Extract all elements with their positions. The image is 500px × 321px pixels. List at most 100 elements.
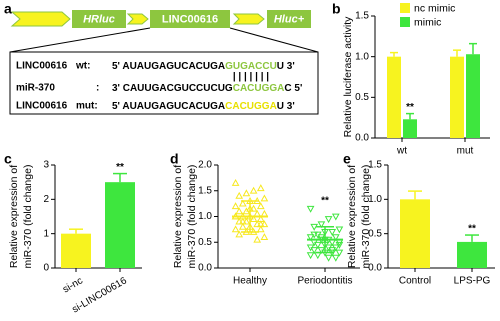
error-bar [408, 190, 422, 200]
point [231, 202, 240, 210]
point [313, 252, 322, 260]
error-bar [469, 42, 477, 55]
point [231, 178, 240, 186]
point [249, 204, 258, 212]
sequence-segment: 5' AUAUGAGUCACUGA [112, 61, 225, 72]
x-tick-label: LPS-PG [454, 276, 491, 287]
sequence: 5' AUAUGAGUCACUGACACUGGAU 3' [112, 101, 295, 112]
gene-box [150, 10, 230, 28]
significance: ** [406, 102, 414, 113]
bar [400, 199, 430, 268]
x-tick-label: wt [396, 146, 407, 157]
point [238, 217, 247, 225]
y-axis-label: Relative expression of [8, 165, 20, 268]
y-axis-label: miR-370 (fold change) [186, 165, 198, 269]
sequence-segment: U 3' [277, 101, 295, 112]
point [310, 223, 319, 231]
error-bar [465, 234, 479, 242]
bar [403, 119, 417, 138]
y-tick-label: 0.0 [198, 263, 212, 274]
gene-label: HRluc [83, 13, 115, 25]
sequence-segment: 5' AUAUGAGUCACUGA [112, 101, 225, 112]
zoom-line [229, 27, 319, 53]
y-tick-label: 1.0 [355, 51, 369, 62]
point [328, 247, 337, 255]
sequence-tag: mut: [76, 101, 98, 112]
point [238, 222, 247, 230]
panel-a-diagram [9, 10, 319, 115]
x-tick-label: Control [399, 276, 431, 287]
point [235, 191, 244, 199]
point [335, 226, 344, 234]
arrow [126, 13, 149, 25]
y-tick-label: 1.5 [198, 185, 212, 196]
error-bar [453, 49, 461, 57]
bar [457, 241, 487, 268]
point [310, 231, 319, 239]
y-tick-label: 2.0 [198, 160, 212, 171]
arrow [232, 13, 265, 25]
legend-swatch [400, 3, 410, 13]
gene-box [267, 10, 311, 28]
point [235, 207, 244, 215]
error-bar [390, 51, 398, 57]
x-tick-label: mut [457, 146, 474, 157]
y-tick-label: 0.0 [368, 263, 382, 274]
sequence-box [9, 51, 319, 115]
point [324, 254, 333, 262]
error-bar [113, 172, 127, 183]
x-tick-label: Periodontitis [297, 276, 352, 287]
sequence-segment: CACUGGA [233, 83, 285, 94]
pairing: | | | | | | | [233, 72, 269, 83]
error-bar [69, 228, 83, 234]
panel-label: c [4, 151, 12, 167]
point [317, 221, 326, 229]
x-tick-label: si-nc [61, 275, 85, 295]
y-tick-label: 0.5 [368, 228, 382, 239]
point [249, 186, 258, 194]
bar [450, 56, 464, 138]
point [335, 249, 344, 257]
bar [387, 56, 401, 138]
significance: ** [321, 195, 329, 206]
point [242, 217, 251, 225]
y-tick-label: 1 [43, 228, 49, 239]
y-tick-label: 0.0 [355, 133, 369, 144]
significance: ** [116, 162, 124, 173]
y-tick-label: 3 [43, 160, 49, 171]
y-axis-label: miR-370 (fold change) [22, 165, 34, 269]
point [313, 241, 322, 249]
panel-label: d [170, 151, 179, 167]
point [256, 225, 265, 233]
sequence-name: LINC00616 [16, 101, 68, 112]
y-tick-label: 1.0 [368, 194, 382, 205]
sd-bar [241, 200, 259, 233]
point [256, 202, 265, 210]
gene-box [72, 10, 126, 28]
legend-label: nc mimic [414, 2, 455, 14]
point [331, 234, 340, 242]
gene-label: Hluc+ [274, 13, 305, 25]
point [253, 220, 262, 228]
sequence-segment: C 5' [284, 83, 302, 94]
point [249, 215, 258, 222]
sequence-tag: wt: [75, 61, 90, 72]
point [238, 199, 247, 207]
gene-label: LINC00616 [162, 13, 218, 25]
sequence-name: miR-370 [16, 83, 55, 94]
y-tick-label: 1.5 [355, 11, 369, 22]
point [306, 252, 315, 260]
point [253, 235, 262, 243]
point [260, 194, 269, 202]
point [256, 220, 265, 228]
zoom-line [9, 27, 151, 53]
point [324, 216, 333, 224]
sequence: 3' CAUUGACGUCCUCUGCACUGGAC 5' [112, 83, 302, 94]
point [242, 189, 251, 197]
point [306, 234, 315, 242]
point [310, 247, 319, 255]
y-axis-label: Relative expression of [172, 165, 184, 268]
legend-label: mimic [414, 16, 441, 28]
panel-label: b [332, 1, 341, 17]
